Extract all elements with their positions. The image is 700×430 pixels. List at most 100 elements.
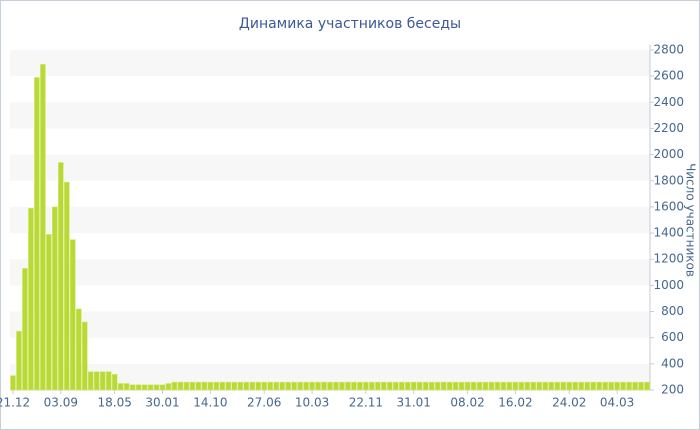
bar xyxy=(28,207,34,391)
y-tick-label: 1400 xyxy=(653,226,684,240)
grid-band xyxy=(10,50,650,77)
bar xyxy=(189,381,196,391)
bar xyxy=(183,381,190,391)
y-tick-label: 2400 xyxy=(653,95,684,109)
grid-band xyxy=(10,311,650,338)
bar xyxy=(482,381,489,391)
bar xyxy=(644,381,650,391)
bar xyxy=(428,381,435,391)
bar xyxy=(446,381,453,391)
x-tick-label: 14.10 xyxy=(193,396,227,410)
bar xyxy=(452,381,459,391)
bar xyxy=(530,381,537,391)
bar xyxy=(578,381,585,391)
bar xyxy=(105,371,112,391)
bar xyxy=(458,381,465,391)
bar xyxy=(392,381,399,391)
y-tick-label: 1200 xyxy=(653,252,684,266)
y-tick-label: 800 xyxy=(661,304,684,318)
bar xyxy=(327,381,333,391)
bar xyxy=(285,381,291,391)
bar xyxy=(369,381,375,391)
bar xyxy=(309,381,315,391)
bar xyxy=(249,381,256,391)
bar xyxy=(58,162,64,391)
bar xyxy=(584,381,591,391)
x-tick-label: 27.06 xyxy=(247,396,281,410)
bar xyxy=(416,381,423,391)
bar xyxy=(207,381,214,391)
x-tick-label: 24.02 xyxy=(552,396,586,410)
bar xyxy=(135,384,142,391)
bar xyxy=(434,381,441,391)
bar xyxy=(321,381,327,391)
bar xyxy=(267,381,273,391)
bar xyxy=(560,381,567,391)
grid-band xyxy=(10,259,650,286)
bar xyxy=(111,374,118,391)
bar xyxy=(602,381,608,391)
bar xyxy=(512,381,519,391)
bar xyxy=(201,381,208,391)
y-tick-label: 1800 xyxy=(653,173,684,187)
grid-band xyxy=(10,102,650,129)
bar xyxy=(506,381,513,391)
bar xyxy=(566,381,573,391)
bar xyxy=(16,330,22,391)
bar xyxy=(81,321,88,391)
bar xyxy=(608,381,614,391)
bar xyxy=(171,381,178,391)
bar xyxy=(488,381,495,391)
bar xyxy=(524,381,531,391)
bar xyxy=(303,381,309,391)
bar xyxy=(261,381,268,391)
bar xyxy=(22,268,28,391)
bar xyxy=(548,381,555,391)
x-tick-label: 04.03 xyxy=(600,396,634,410)
chart-title: Динамика участников беседы xyxy=(239,16,461,32)
bar xyxy=(219,381,226,391)
bar xyxy=(237,381,244,391)
bar xyxy=(225,381,232,391)
bar xyxy=(464,381,471,391)
bar xyxy=(536,381,543,391)
bar xyxy=(75,308,82,391)
bar xyxy=(351,381,357,391)
bar xyxy=(159,384,166,391)
bar xyxy=(153,384,160,391)
bar xyxy=(231,381,238,391)
bar xyxy=(500,381,507,391)
y-tick-label: 1000 xyxy=(653,278,684,292)
bar xyxy=(69,239,76,391)
grid-band xyxy=(10,206,650,234)
bar xyxy=(195,381,202,391)
bar xyxy=(141,384,148,391)
bar xyxy=(333,381,339,391)
bar xyxy=(590,381,596,391)
bar xyxy=(117,383,124,391)
bar xyxy=(93,371,100,391)
y-axis-label: Число участников xyxy=(684,163,698,277)
bar xyxy=(291,381,297,391)
bar xyxy=(387,381,393,391)
bar xyxy=(315,381,321,391)
bar xyxy=(614,381,620,391)
bar xyxy=(10,375,16,391)
bar xyxy=(129,384,136,391)
bar xyxy=(177,381,184,391)
bar xyxy=(255,381,262,391)
x-tick-label: 16.02 xyxy=(498,396,532,410)
bar xyxy=(363,381,369,391)
y-tick-label: 200 xyxy=(661,383,684,397)
bar xyxy=(147,384,154,391)
bar xyxy=(381,381,387,391)
bar xyxy=(357,381,363,391)
y-tick-label: 600 xyxy=(661,330,684,344)
bar xyxy=(542,381,549,391)
bar xyxy=(243,381,250,391)
bar xyxy=(52,206,58,391)
bar xyxy=(64,181,70,391)
grid-band xyxy=(10,154,650,181)
x-tick-label: 21.12 xyxy=(0,396,30,410)
